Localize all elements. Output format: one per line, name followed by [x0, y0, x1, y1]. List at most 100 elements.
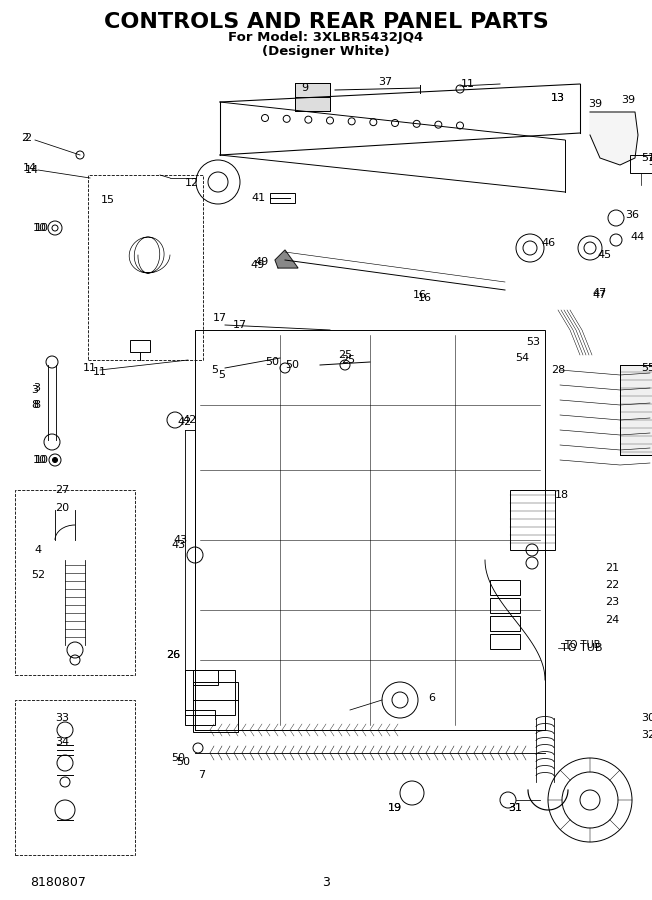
Bar: [15, 490, 135, 675]
Text: 16: 16: [413, 290, 427, 300]
Text: 28: 28: [551, 365, 565, 375]
Bar: [88, 175, 203, 360]
Bar: [490, 616, 520, 631]
Text: 3: 3: [33, 383, 40, 393]
Text: 51: 51: [648, 157, 652, 167]
Text: 11: 11: [461, 79, 475, 89]
Bar: [15, 700, 135, 855]
Text: 50: 50: [176, 757, 190, 767]
Text: 33: 33: [55, 713, 69, 723]
Text: 8: 8: [31, 400, 38, 410]
Text: 21: 21: [605, 563, 619, 573]
Text: 19: 19: [388, 803, 402, 813]
Text: 49: 49: [251, 260, 265, 270]
Text: 2: 2: [24, 133, 31, 143]
Text: 50: 50: [285, 360, 299, 370]
Text: 23: 23: [605, 597, 619, 607]
Text: TO TUB: TO TUB: [561, 643, 602, 653]
Bar: [490, 598, 520, 613]
Polygon shape: [275, 250, 298, 268]
Text: 10: 10: [33, 223, 47, 233]
Text: 10: 10: [35, 455, 49, 465]
Circle shape: [53, 457, 57, 463]
Text: 49: 49: [255, 257, 269, 267]
Polygon shape: [590, 112, 638, 165]
Text: 19: 19: [388, 803, 402, 813]
Text: 43: 43: [173, 535, 187, 545]
Bar: [295, 83, 330, 111]
Text: 18: 18: [555, 490, 569, 500]
Text: 37: 37: [378, 77, 392, 87]
Text: 14: 14: [25, 165, 39, 175]
Text: 53: 53: [526, 337, 540, 347]
Text: 13: 13: [551, 93, 565, 103]
Text: 11: 11: [83, 363, 97, 373]
Text: 5: 5: [218, 370, 226, 380]
Bar: [620, 365, 652, 455]
Bar: [510, 490, 555, 550]
Text: 46: 46: [541, 238, 555, 248]
Text: TO TUB: TO TUB: [564, 640, 600, 650]
Text: 4: 4: [35, 545, 42, 555]
Text: 22: 22: [605, 580, 619, 590]
Text: 15: 15: [101, 195, 115, 205]
Text: 10: 10: [35, 223, 49, 233]
Bar: [193, 682, 238, 732]
Text: 10: 10: [33, 455, 47, 465]
Bar: [490, 634, 520, 649]
Text: 24: 24: [605, 615, 619, 625]
Text: 36: 36: [625, 210, 639, 220]
Bar: [195, 330, 545, 730]
Text: 34: 34: [55, 737, 69, 747]
Bar: [630, 155, 652, 173]
Text: 31: 31: [508, 803, 522, 813]
Text: 50: 50: [171, 753, 185, 763]
Text: 39: 39: [588, 99, 602, 109]
Text: 30: 30: [651, 747, 652, 757]
Text: 52: 52: [31, 570, 45, 580]
Text: 17: 17: [213, 313, 227, 323]
Text: 41: 41: [251, 193, 265, 203]
Bar: [130, 340, 150, 352]
Text: 26: 26: [166, 650, 180, 660]
Text: 5: 5: [211, 365, 218, 375]
Text: 20: 20: [55, 503, 69, 513]
Text: 3: 3: [322, 876, 330, 888]
Bar: [193, 670, 218, 685]
Text: 2: 2: [22, 133, 29, 143]
Text: 50: 50: [265, 357, 279, 367]
Text: 44: 44: [631, 232, 645, 242]
Bar: [620, 365, 652, 455]
Text: 8180807: 8180807: [30, 876, 86, 888]
Text: 27: 27: [55, 485, 69, 495]
Text: 55: 55: [641, 363, 652, 373]
Text: 14: 14: [23, 163, 37, 173]
Text: 11: 11: [93, 367, 107, 377]
Text: 3: 3: [31, 385, 38, 395]
Text: 43: 43: [171, 540, 185, 550]
Text: 25: 25: [338, 350, 352, 360]
Text: 12: 12: [185, 178, 199, 188]
Text: 51: 51: [641, 153, 652, 163]
Text: 47: 47: [593, 288, 607, 298]
Text: 6: 6: [428, 693, 436, 703]
Bar: [295, 83, 330, 111]
Text: 47: 47: [593, 290, 607, 300]
Bar: [270, 193, 295, 203]
Text: 7: 7: [198, 770, 205, 780]
Text: 39: 39: [621, 95, 635, 105]
Text: 42: 42: [178, 417, 192, 427]
Bar: [185, 710, 215, 725]
Bar: [185, 670, 235, 715]
Text: 54: 54: [515, 353, 529, 363]
Text: CONTROLS AND REAR PANEL PARTS: CONTROLS AND REAR PANEL PARTS: [104, 12, 548, 32]
Text: 8: 8: [33, 400, 40, 410]
Text: 32: 32: [641, 730, 652, 740]
Text: 31: 31: [508, 803, 522, 813]
Text: 9: 9: [301, 83, 308, 93]
Text: For Model: 3XLBR5432JQ4: For Model: 3XLBR5432JQ4: [228, 32, 424, 44]
Text: 25: 25: [341, 355, 355, 365]
Text: 13: 13: [551, 93, 565, 103]
Text: 17: 17: [233, 320, 247, 330]
Text: 30: 30: [641, 713, 652, 723]
